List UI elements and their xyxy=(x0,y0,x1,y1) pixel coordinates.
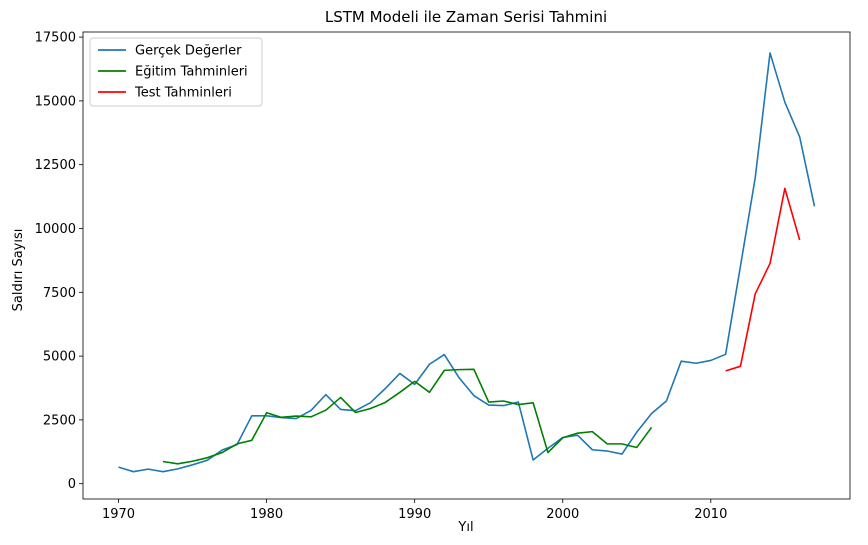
legend-label-1: Eğitim Tahminleri xyxy=(135,65,248,80)
y-tick-label: 10000 xyxy=(35,222,76,237)
legend-label-2: Test Tahminleri xyxy=(134,86,232,101)
legend-box xyxy=(89,37,263,107)
x-axis-title: Yıl xyxy=(457,520,473,535)
series-line-1 xyxy=(162,368,653,465)
x-tick-label: 2000 xyxy=(546,507,579,522)
legend-label-0: Gerçek Değerler xyxy=(135,44,242,59)
x-tick-label: 2010 xyxy=(694,507,727,522)
y-tick-label: 7500 xyxy=(43,286,76,301)
legend: Gerçek Değerler Eğitim Tahminleri Test Tah… xyxy=(89,37,263,107)
chart-title: LSTM Modeli ile Zaman Serisi Tahmini xyxy=(325,8,607,26)
y-axis: 0 2500 5000 7500 10000 12500 15000 17500 xyxy=(35,31,83,492)
x-tick-label: 1970 xyxy=(102,507,135,522)
x-axis: 1970 1980 1990 2000 2010 xyxy=(102,499,727,522)
y-tick-label: 2500 xyxy=(43,413,76,428)
x-tick-label: 1980 xyxy=(250,507,283,522)
y-tick-label: 0 xyxy=(68,477,76,492)
y-tick-label: 15000 xyxy=(35,94,76,109)
plot-area xyxy=(82,31,851,500)
y-tick-label: 5000 xyxy=(43,350,76,365)
x-tick-label: 1990 xyxy=(398,507,431,522)
y-tick-label: 17500 xyxy=(35,31,76,46)
series-line-2 xyxy=(725,187,801,372)
plot-frame xyxy=(82,31,851,500)
y-tick-label: 12500 xyxy=(35,158,76,173)
y-axis-title: Saldırı Sayısı xyxy=(11,229,26,312)
